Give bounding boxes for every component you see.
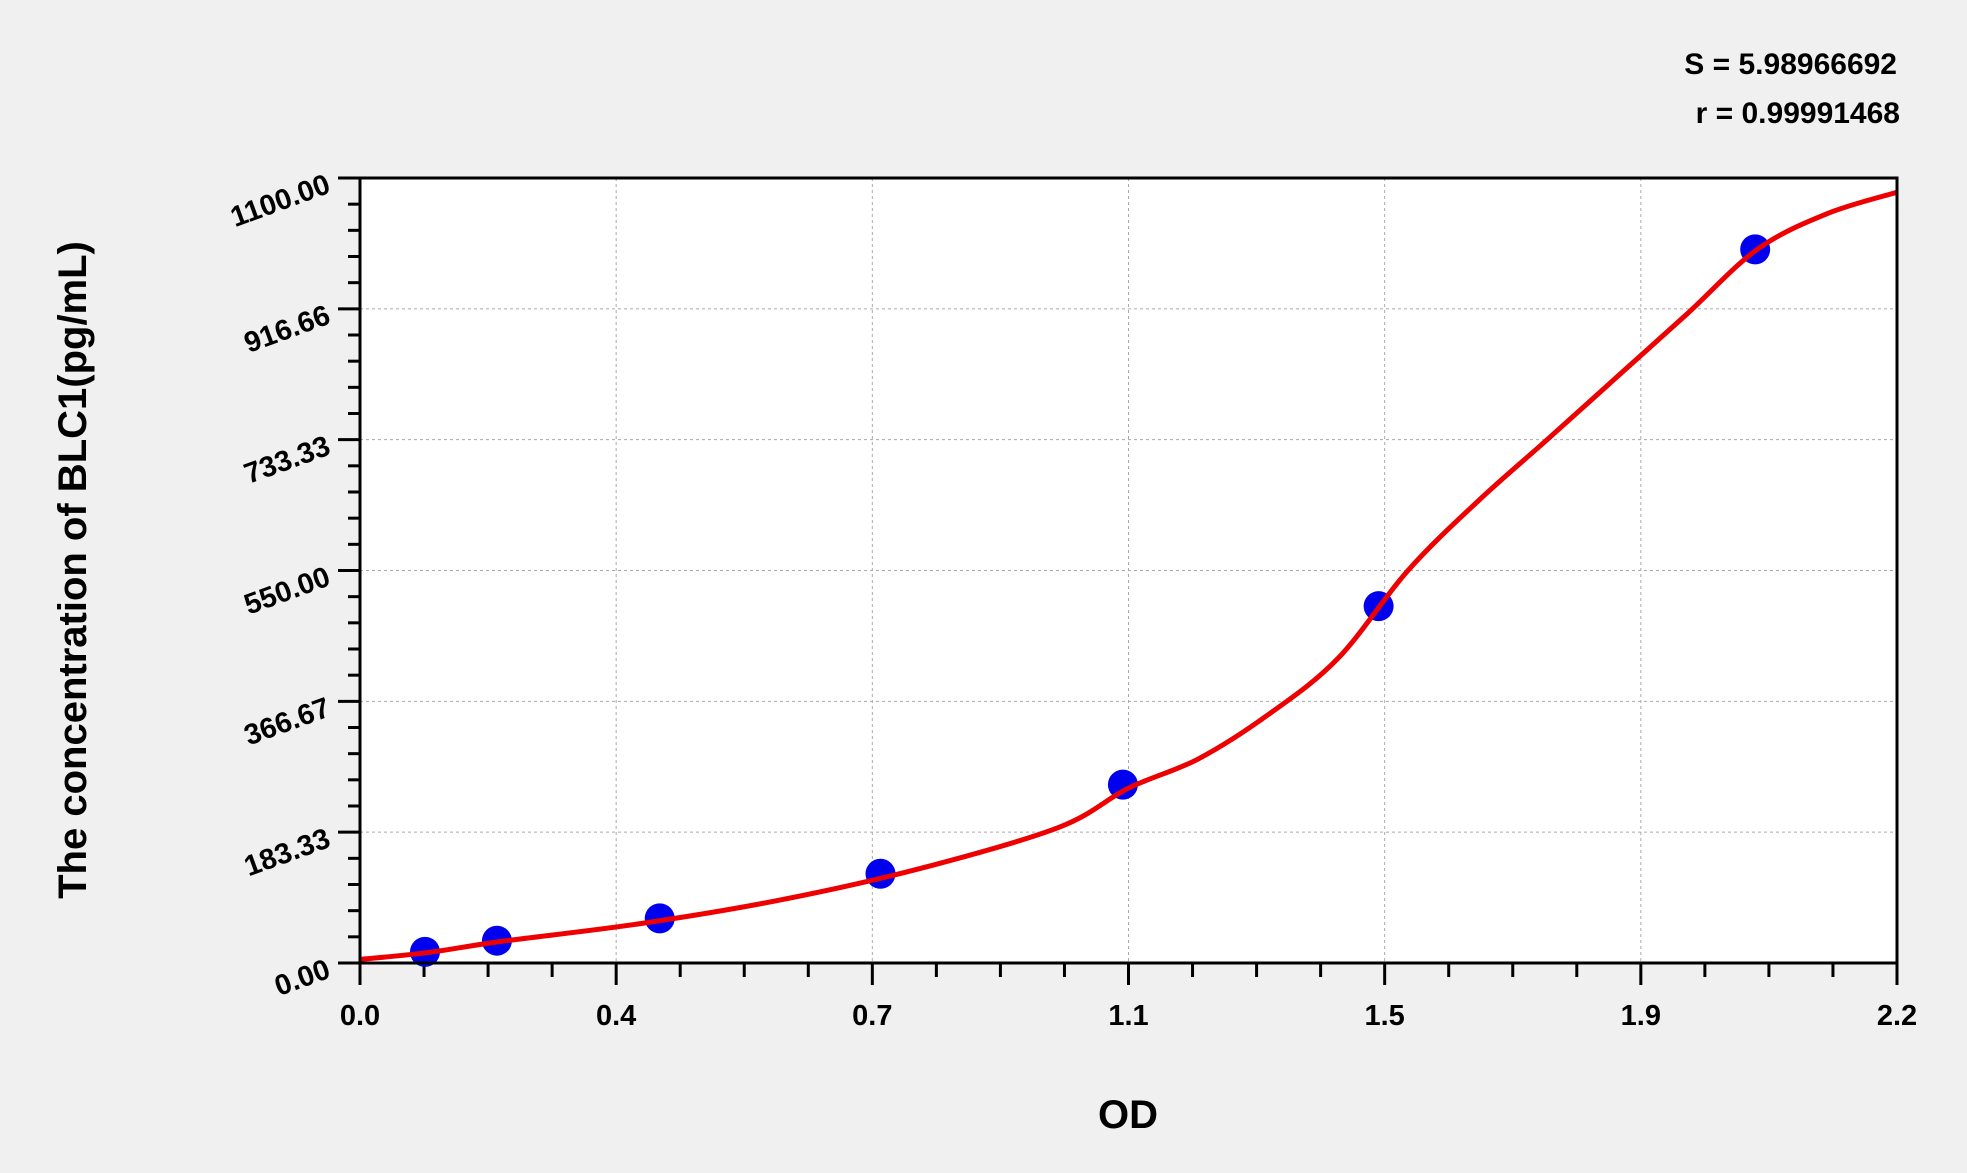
y-tick-label: 0.00	[270, 954, 334, 1003]
fit-curve-group	[359, 189, 1898, 962]
x-tick-label: 1.1	[1108, 1000, 1148, 1032]
y-tick-label: 550.00	[240, 561, 334, 621]
y-tick-label: 366.67	[240, 692, 334, 752]
y-tick-label: 733.33	[240, 430, 334, 490]
x-tick-label: 1.5	[1365, 1000, 1405, 1032]
x-tick-label: 0.0	[340, 1000, 380, 1032]
fit-curve	[359, 189, 1898, 962]
plot-frame	[358, 176, 1899, 965]
x-tick-label: 0.4	[596, 1000, 636, 1032]
x-tick-label: 0.7	[852, 1000, 892, 1032]
x-axis-title: OD	[1098, 1093, 1158, 1137]
y-axis-title: The concentration of BLC1(pg/mL)	[51, 241, 95, 899]
y-tick-label: 1100.00	[226, 169, 334, 234]
x-tick-label: 2.2	[1877, 1000, 1917, 1032]
s-value-annotation: S = 5.98966692	[1684, 48, 1897, 81]
grid	[360, 178, 1897, 963]
ticks	[338, 176, 1899, 985]
y-tick-label: 916.66	[240, 299, 334, 359]
x-tick-label: 1.9	[1621, 1000, 1661, 1032]
data-point	[1107, 769, 1138, 800]
r-value-annotation: r = 0.99991468	[1696, 97, 1900, 130]
y-tick-label: 183.33	[240, 823, 334, 883]
